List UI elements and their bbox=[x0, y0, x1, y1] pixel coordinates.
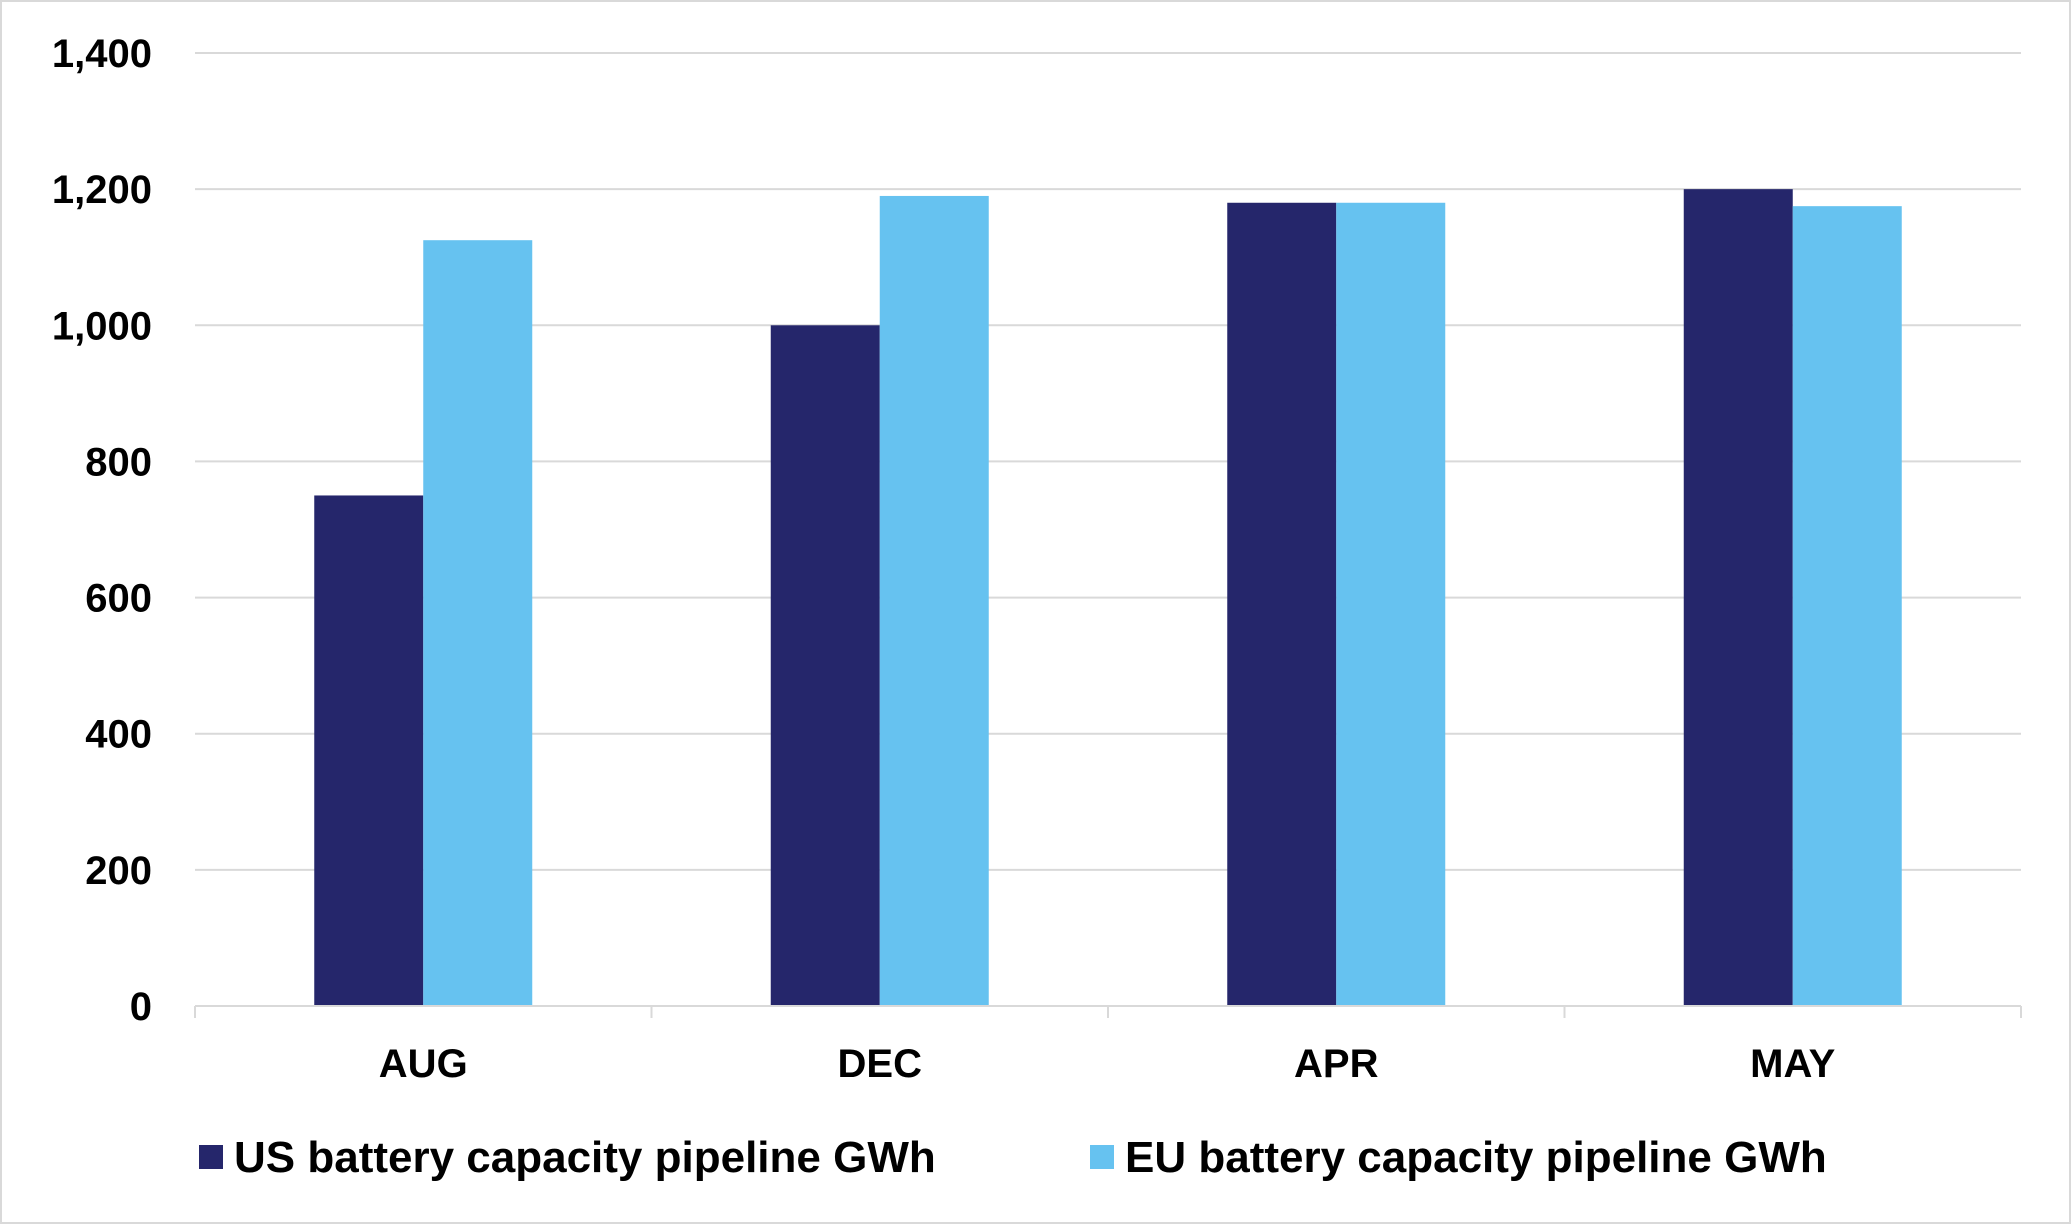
y-axis-tick-labels: 0 200 400 600 800 1,000 1,200 1,400 bbox=[52, 32, 152, 1029]
y-tick-label: 200 bbox=[85, 849, 152, 893]
legend-label: US battery capacity pipeline GWh bbox=[234, 1133, 936, 1182]
x-category-label: APR bbox=[1294, 1042, 1379, 1086]
y-tick-label: 800 bbox=[85, 440, 152, 484]
y-tick-label: 1,400 bbox=[52, 32, 152, 76]
bar-eu-dec bbox=[879, 195, 989, 1006]
legend: US battery capacity pipeline GWh EU batte… bbox=[199, 1133, 1827, 1182]
bar-eu-may bbox=[1792, 206, 1902, 1007]
y-tick-label: 1,200 bbox=[52, 168, 152, 212]
y-tick-label: 600 bbox=[85, 577, 152, 621]
bars bbox=[314, 189, 1902, 1007]
legend-swatch bbox=[199, 1145, 223, 1169]
x-category-label: DEC bbox=[838, 1042, 922, 1086]
y-tick-label: 400 bbox=[85, 713, 152, 757]
y-tick-label: 0 bbox=[130, 985, 152, 1029]
x-axis bbox=[194, 1005, 2022, 1018]
legend-swatch bbox=[1090, 1145, 1114, 1169]
legend-label: EU battery capacity pipeline GWh bbox=[1125, 1133, 1827, 1182]
bar-us-apr bbox=[1227, 202, 1337, 1006]
bar-us-may bbox=[1683, 189, 1793, 1007]
x-category-label: AUG bbox=[379, 1042, 468, 1086]
bar-us-dec bbox=[770, 325, 880, 1006]
bar-eu-aug bbox=[423, 240, 533, 1007]
y-tick-label: 1,000 bbox=[52, 304, 152, 348]
x-axis-category-labels: AUG DEC APR MAY bbox=[379, 1042, 1836, 1086]
bar-us-aug bbox=[314, 495, 424, 1006]
x-category-label: MAY bbox=[1750, 1042, 1836, 1086]
bar-eu-apr bbox=[1336, 202, 1446, 1006]
